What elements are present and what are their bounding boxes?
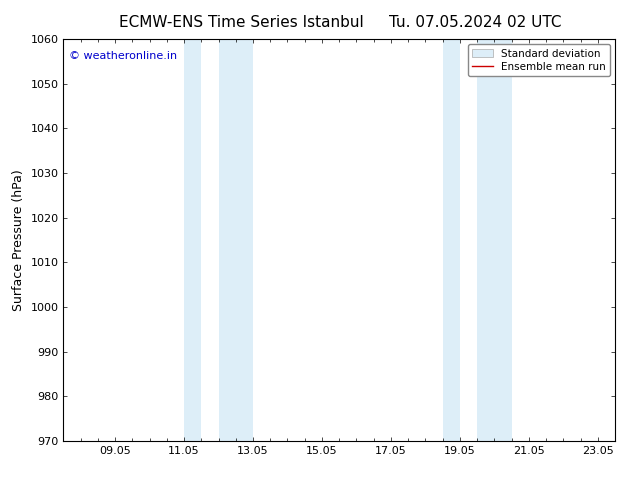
Bar <box>477 39 512 441</box>
Y-axis label: Surface Pressure (hPa): Surface Pressure (hPa) <box>12 169 25 311</box>
Bar <box>184 39 201 441</box>
Text: Tu. 07.05.2024 02 UTC: Tu. 07.05.2024 02 UTC <box>389 15 562 30</box>
Text: ECMW-ENS Time Series Istanbul: ECMW-ENS Time Series Istanbul <box>119 15 363 30</box>
Bar <box>219 39 253 441</box>
Text: © weatheronline.in: © weatheronline.in <box>69 51 177 61</box>
Bar <box>443 39 460 441</box>
Legend: Standard deviation, Ensemble mean run: Standard deviation, Ensemble mean run <box>467 45 610 76</box>
